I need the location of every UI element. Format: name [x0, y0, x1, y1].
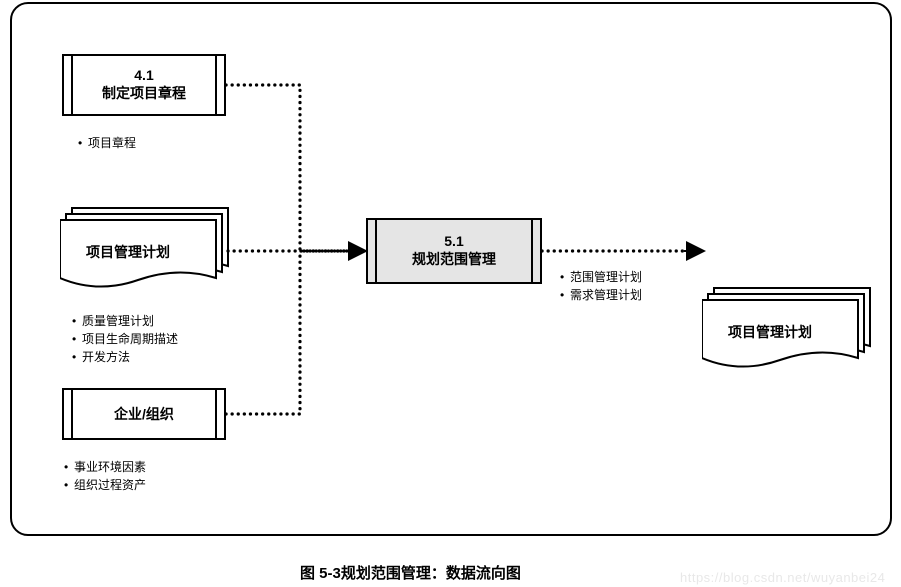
- node-number: 5.1: [444, 233, 463, 249]
- node-pm-plan-out: 项目管理计划: [702, 286, 874, 364]
- node-number: 4.1: [134, 67, 153, 83]
- node-plan-scope-mgmt: 5.1 规划范围管理: [366, 218, 542, 284]
- node-title: 规划范围管理: [412, 249, 496, 269]
- watermark-text: https://blog.csdn.net/wuyanbei24: [680, 570, 885, 585]
- node-develop-charter: 4.1 制定项目章程: [62, 54, 226, 116]
- doc-label: 项目管理计划: [728, 322, 812, 342]
- node-pm-plan-in: 项目管理计划: [60, 206, 232, 284]
- bullets-develop-charter: 项目章程: [78, 134, 136, 152]
- doc-label: 项目管理计划: [86, 242, 170, 262]
- node-title: 企业/组织: [114, 404, 174, 424]
- node-title: 制定项目章程: [102, 83, 186, 103]
- node-enterprise-org: 企业/组织: [62, 388, 226, 440]
- bullets-pm-plan-in: 质量管理计划 项目生命周期描述 开发方法: [72, 312, 178, 366]
- bullets-center-out: 范围管理计划 需求管理计划: [560, 268, 642, 304]
- figure-caption: 图 5-3规划范围管理：数据流向图: [300, 562, 521, 583]
- bullets-enterprise-org: 事业环境因素 组织过程资产: [64, 458, 146, 494]
